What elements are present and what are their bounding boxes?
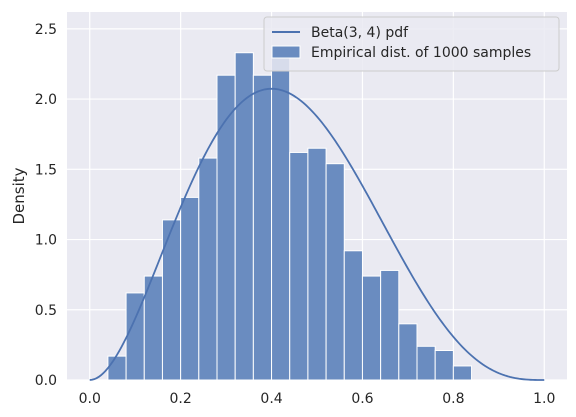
y-tick-label: 2.5 <box>35 22 57 38</box>
histogram-bar <box>361 275 382 381</box>
x-tick-label: 0.2 <box>170 391 192 407</box>
histogram-bar <box>380 269 400 381</box>
y-tick-label: 1.5 <box>35 162 57 178</box>
y-tick-label: 0.5 <box>35 303 57 319</box>
y-tick-label: 1.0 <box>35 233 57 249</box>
histogram-bar <box>452 365 473 381</box>
histogram-bar <box>434 350 454 381</box>
x-tick-label: 1.0 <box>533 391 555 407</box>
histogram-bar <box>107 355 127 381</box>
histogram-bar <box>234 52 254 381</box>
histogram-bar <box>398 323 418 381</box>
histogram-bar <box>343 250 363 381</box>
legend-box <box>263 16 560 72</box>
pdf-line <box>89 87 545 381</box>
y-tick-labels: 0.0 0.5 1.0 1.5 2.0 2.5 <box>35 22 57 389</box>
pdf-line-group <box>89 87 545 381</box>
histogram-bar <box>416 345 436 381</box>
legend-label-histogram: Empirical dist. of 1000 samples <box>311 45 531 61</box>
histogram-bar <box>271 53 291 381</box>
histogram-bar <box>289 151 309 381</box>
x-tick-label: 0.4 <box>260 391 282 407</box>
y-tick-label: 0.0 <box>35 373 57 389</box>
x-tick-label: 0.0 <box>79 391 101 407</box>
x-tick-label: 0.8 <box>442 391 464 407</box>
histogram-bar <box>198 157 218 381</box>
histogram-bar <box>252 74 273 381</box>
histogram-bars <box>107 52 473 381</box>
x-tick-labels: 0.0 0.2 0.4 0.6 0.8 1.0 <box>79 391 556 407</box>
histogram-bar <box>180 196 200 381</box>
y-axis-label: Density <box>10 167 28 224</box>
x-tick-label: 0.6 <box>351 391 373 407</box>
histogram-bar <box>307 147 327 381</box>
histogram-bar <box>325 163 345 381</box>
legend: Beta(3, 4) pdf Empirical dist. of 1000 s… <box>263 16 560 72</box>
y-tick-label: 2.0 <box>35 92 57 108</box>
legend-bar-swatch <box>271 45 301 59</box>
legend-label-pdf: Beta(3, 4) pdf <box>311 25 409 41</box>
